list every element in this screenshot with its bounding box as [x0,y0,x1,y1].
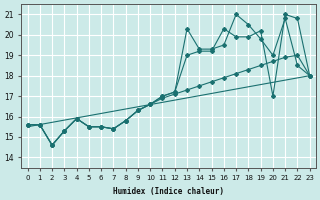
X-axis label: Humidex (Indice chaleur): Humidex (Indice chaleur) [113,187,224,196]
